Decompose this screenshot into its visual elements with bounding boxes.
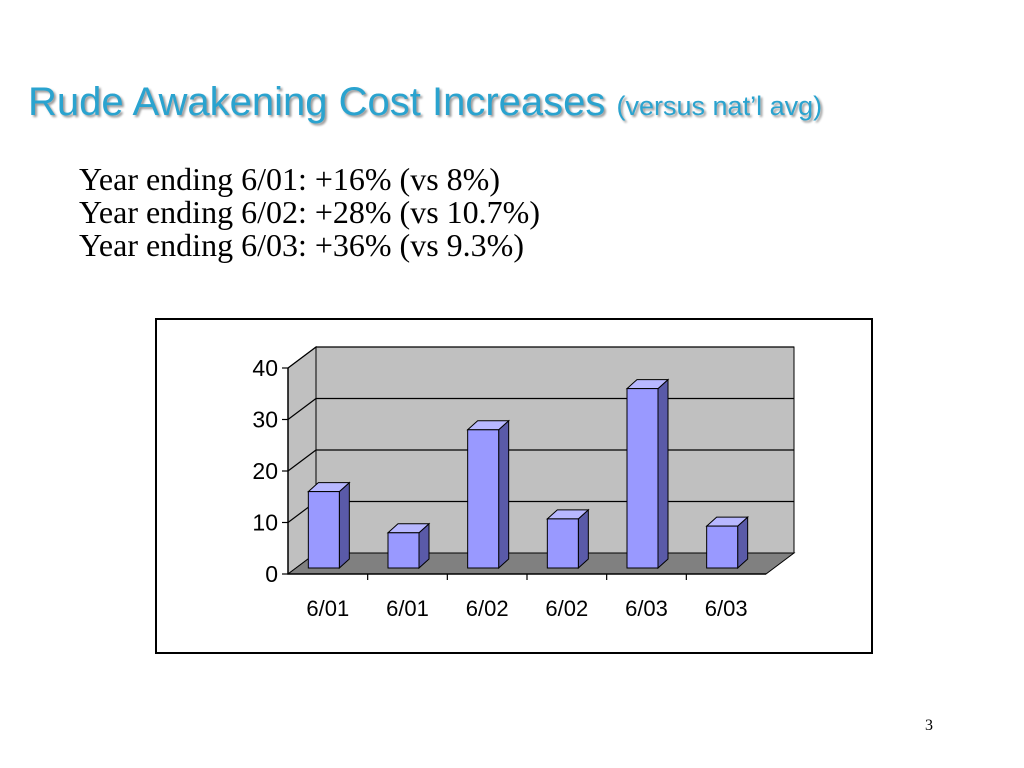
bar [626, 388, 659, 569]
bar-side [577, 508, 589, 570]
slide-title-main: Rude Awakening Cost Increases [28, 80, 606, 124]
chart-gridline [287, 346, 794, 369]
bar [706, 525, 739, 569]
x-tick-label: 6/01 [306, 596, 349, 621]
summary-line: Year ending 6/02: +28% (vs 10.7%) [79, 194, 540, 230]
slide-title: Rude Awakening Cost Increases (versus na… [28, 78, 822, 130]
x-tick-label: 6/03 [705, 596, 748, 621]
y-tick-label: 10 [252, 510, 278, 536]
bar-side [657, 378, 669, 570]
slide-title-sub: (versus nat’l avg) [616, 91, 823, 121]
summary-line: Year ending 6/01: +16% (vs 8%) [79, 161, 500, 197]
x-tick-label: 6/02 [466, 596, 509, 621]
summary-lines: Year ending 6/01: +16% (vs 8%) Year endi… [79, 163, 540, 262]
bar [307, 491, 340, 569]
x-tick-label: 6/02 [545, 596, 588, 621]
summary-line: Year ending 6/03: +36% (vs 9.3%) [79, 227, 524, 263]
page-number: 3 [925, 717, 933, 734]
bar [467, 429, 500, 569]
x-tick-label: 6/03 [625, 596, 668, 621]
y-tick-label: 20 [252, 458, 278, 484]
bar-side [338, 481, 350, 570]
bar [546, 518, 579, 569]
y-tick-label: 0 [265, 561, 278, 587]
chart-frame: 0 10 20 30 40 6/01 6/01 6/02 6/02 6/03 6/03 [155, 318, 873, 654]
bar-side [498, 419, 510, 570]
y-tick-label: 40 [252, 355, 278, 381]
y-tick-label: 30 [252, 407, 278, 433]
bar [387, 532, 420, 569]
bar-chart: 0 10 20 30 40 6/01 6/01 6/02 6/02 6/03 6/03 [252, 346, 796, 621]
x-tick-label: 6/01 [386, 596, 429, 621]
